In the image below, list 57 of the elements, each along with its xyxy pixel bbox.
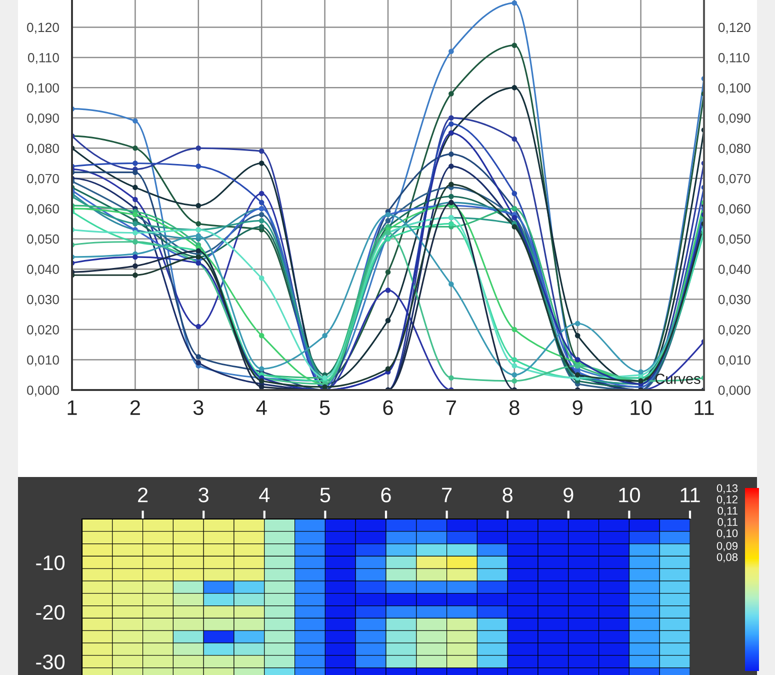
x-tick-label: 2 bbox=[138, 488, 148, 502]
color-bar-label: 0,09 bbox=[716, 542, 738, 552]
x-tick-label: 4 bbox=[256, 400, 267, 415]
color-bar-label: 0,13 bbox=[716, 484, 738, 494]
y-tick-label: 0,080 bbox=[27, 144, 59, 155]
y2-tick-label: 0,050 bbox=[718, 234, 750, 246]
x-tick-label: 8 bbox=[510, 400, 520, 416]
x-tick-label: 1 bbox=[68, 400, 77, 415]
y2-tick-label: 0,000 bbox=[718, 386, 750, 396]
y2-tick-label: 0,080 bbox=[718, 144, 750, 155]
y-tick-label: 0,050 bbox=[27, 234, 59, 246]
x-tick-label: 10 bbox=[630, 400, 652, 416]
x-tick-label: 6 bbox=[383, 400, 393, 416]
color-bar-label: 0,11 bbox=[718, 506, 738, 516]
y2-tick-label: 0,060 bbox=[718, 204, 750, 216]
x-tick-label: 5 bbox=[320, 488, 330, 502]
y-tick-label: -10 bbox=[36, 555, 65, 570]
y-tick-label: 0,110 bbox=[28, 53, 59, 64]
y-tick-label: 0,040 bbox=[27, 264, 59, 276]
x-tick-label: 3 bbox=[193, 400, 204, 416]
x-tick-label: 6 bbox=[381, 488, 391, 502]
y2-tick-label: 0,010 bbox=[718, 355, 750, 366]
x-tick-label: 7 bbox=[442, 488, 452, 502]
x-tick-label: 7 bbox=[446, 400, 456, 415]
x-tick-label: 9 bbox=[572, 400, 582, 416]
x-tick-label: 9 bbox=[564, 488, 574, 502]
color-bar-label: 0,10 bbox=[716, 529, 738, 538]
x-tick-label: 11 bbox=[694, 400, 714, 415]
color-bar-label: 0,11 bbox=[718, 518, 738, 528]
color-bar-label: 0,12 bbox=[716, 496, 738, 505]
y-tick-label: 0,070 bbox=[27, 174, 59, 185]
x-tick-label: 4 bbox=[259, 488, 270, 502]
y2-tick-label: 0,120 bbox=[718, 22, 750, 34]
y-tick-label: -20 bbox=[36, 605, 65, 620]
y-tick-label: 0,060 bbox=[27, 204, 59, 216]
color-bar-label: 0,08 bbox=[716, 553, 738, 562]
y-tick-label: 0,010 bbox=[27, 355, 59, 366]
x-tick-label: 2 bbox=[130, 400, 140, 415]
y-tick-label: 0,020 bbox=[27, 325, 59, 336]
y-tick-label: 0,090 bbox=[27, 113, 59, 124]
x-tick-label: 10 bbox=[619, 488, 640, 502]
y-tick-label: 0,030 bbox=[27, 294, 59, 306]
x-tick-label: 11 bbox=[680, 488, 700, 502]
y2-tick-label: 0,110 bbox=[718, 53, 750, 64]
y-tick-label: 0,000 bbox=[27, 386, 59, 396]
y2-tick-label: 0,090 bbox=[718, 113, 750, 124]
y-tick-label: -30 bbox=[36, 654, 65, 670]
y-tick-label: 0,120 bbox=[27, 22, 59, 34]
y2-tick-label: 0,040 bbox=[718, 264, 750, 276]
x-tick-label: 3 bbox=[198, 488, 208, 502]
y2-tick-label: 0,020 bbox=[718, 325, 750, 336]
y2-tick-label: 0,100 bbox=[718, 83, 750, 94]
y-tick-label: 0,100 bbox=[27, 83, 59, 94]
x-tick-label: 5 bbox=[320, 400, 330, 416]
x-tick-label: 8 bbox=[502, 488, 512, 502]
y2-tick-label: 0,070 bbox=[718, 174, 750, 185]
y2-tick-label: 0,030 bbox=[718, 294, 750, 306]
